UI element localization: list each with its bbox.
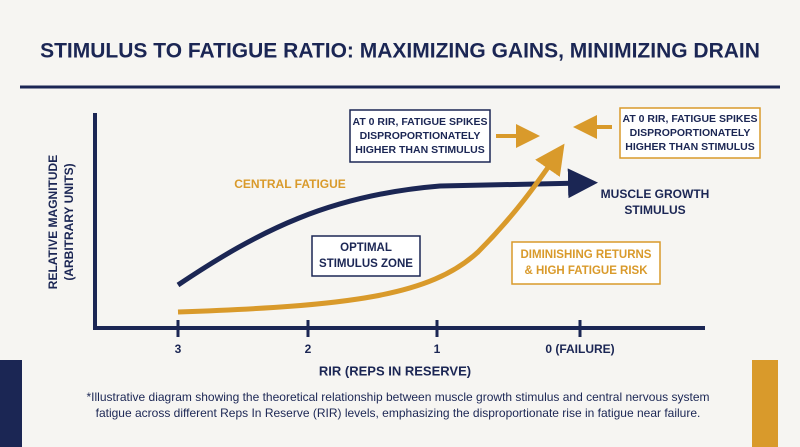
text-line: MUSCLE GROWTH xyxy=(601,187,710,201)
tick-label: 2 xyxy=(305,342,312,356)
y-label-line: (ARBITRARY UNITS) xyxy=(62,163,76,280)
text-line: AT 0 RIR, FATIGUE SPIKES xyxy=(353,116,488,128)
corner-block xyxy=(752,360,778,447)
text-line: DIMINISHING RETURNS xyxy=(521,249,652,261)
tick-label: 1 xyxy=(434,342,441,356)
stimulus-curve xyxy=(176,168,598,288)
x-ticks: 3 2 1 0 (FAILURE) xyxy=(175,320,615,356)
text-line: DISPROPORTIONATELY xyxy=(360,130,481,142)
annotation: AT 0 RIR, FATIGUE SPIKES DISPROPORTIONATE… xyxy=(623,113,758,153)
text-line: STIMULUS xyxy=(624,203,685,217)
tick-label: 3 xyxy=(175,342,182,356)
annotation: OPTIMAL STIMULUS ZONE xyxy=(319,242,413,270)
curve-label: CENTRAL FATIGUE xyxy=(234,177,346,191)
annotation-box xyxy=(511,241,661,285)
corner-block xyxy=(0,360,22,447)
text-line: *Illustrative diagram showing the theore… xyxy=(87,390,710,404)
fatigue-curve xyxy=(177,143,565,315)
annotation: AT 0 RIR, FATIGUE SPIKES DISPROPORTIONATE… xyxy=(353,116,488,156)
annotation: DIMINISHING RETURNS & HIGH FATIGUE RISK xyxy=(521,249,652,277)
text-line: HIGHER THAN STIMULUS xyxy=(355,144,485,156)
text-line: & HIGH FATIGUE RISK xyxy=(524,265,648,277)
footnote: *Illustrative diagram showing the theore… xyxy=(87,390,710,420)
text-line: AT 0 RIR, FATIGUE SPIKES xyxy=(623,113,758,125)
title: STIMULUS TO FATIGUE RATIO: MAXIMIZING GA… xyxy=(40,40,760,63)
annotation-box xyxy=(349,109,491,163)
text-line: OPTIMAL xyxy=(340,242,392,254)
text-line: DISPROPORTIONATELY xyxy=(630,127,751,139)
text-line: HIGHER THAN STIMULUS xyxy=(625,141,755,153)
annotation-box xyxy=(311,235,421,277)
y-label: RELATIVE MAGNITUDE (ARBITRARY UNITS) xyxy=(46,155,76,289)
curve-label: MUSCLE GROWTH STIMULUS xyxy=(601,187,710,217)
tick-label: 0 (FAILURE) xyxy=(545,342,614,356)
x-label: RIR (REPS IN RESERVE) xyxy=(319,363,471,378)
text-line: STIMULUS ZONE xyxy=(319,258,413,270)
y-label-line: RELATIVE MAGNITUDE xyxy=(46,155,60,289)
annotation-box xyxy=(619,107,761,159)
text-line: fatigue across different Reps In Reserve… xyxy=(96,406,701,420)
